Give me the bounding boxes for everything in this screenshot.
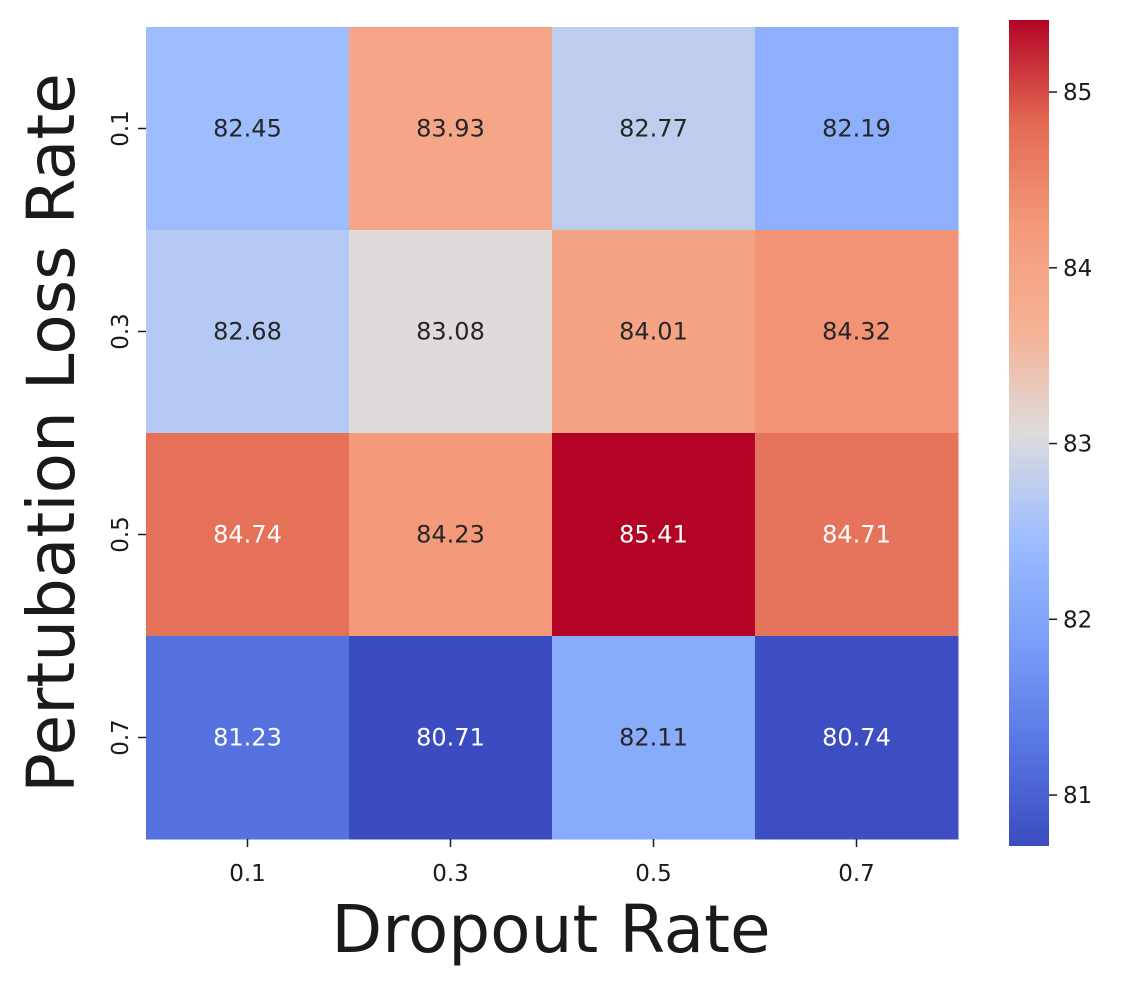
heatmap-cell xyxy=(349,27,553,231)
colorbar-ticks: 81 82 83 84 85 xyxy=(1049,80,1092,809)
heatmap-cell xyxy=(146,433,350,637)
cell-value-label: 85.41 xyxy=(619,521,688,549)
x-tick-label: 0.1 xyxy=(229,861,266,887)
cell-value-label: 80.71 xyxy=(416,724,485,752)
cell-value-label: 81.23 xyxy=(213,724,282,752)
cell-value-label: 84.74 xyxy=(213,521,282,549)
cell-value-label: 83.93 xyxy=(416,115,485,143)
heatmap-cell xyxy=(146,636,350,840)
x-axis-ticks: 0.1 0.3 0.5 0.7 xyxy=(229,839,875,887)
heatmap-cell xyxy=(349,433,553,637)
colorbar-tick-label: 85 xyxy=(1063,80,1092,106)
heatmap-cell xyxy=(552,27,756,231)
cell-value-label: 82.68 xyxy=(213,318,282,346)
heatmap-cell xyxy=(755,230,959,434)
colorbar-tick-label: 81 xyxy=(1063,783,1092,809)
heatmap-cell xyxy=(755,27,959,231)
y-tick-label: 0.3 xyxy=(108,313,134,350)
cell-value-label: 83.08 xyxy=(416,318,485,346)
cell-value-label: 82.77 xyxy=(619,115,688,143)
y-tick-label: 0.7 xyxy=(108,719,134,756)
y-axis-label: Pertubation Loss Rate xyxy=(13,73,90,793)
cell-value-label: 84.32 xyxy=(822,318,891,346)
cell-value-label: 80.74 xyxy=(822,724,891,752)
colorbar-tick-label: 84 xyxy=(1063,256,1092,282)
x-tick-label: 0.7 xyxy=(838,861,875,887)
cell-value-label: 82.11 xyxy=(619,724,688,752)
x-tick-label: 0.5 xyxy=(635,861,672,887)
heatmap-cell-labels: 82.45 83.93 82.77 82.19 82.68 83.08 84.01 84.32… xyxy=(213,115,891,752)
heatmap-cells xyxy=(146,27,959,840)
colorbar-tick-label: 83 xyxy=(1063,432,1092,458)
heatmap-cell xyxy=(349,230,553,434)
y-tick-label: 0.1 xyxy=(108,110,134,147)
cell-value-label: 82.45 xyxy=(213,115,282,143)
cell-value-label: 84.01 xyxy=(619,318,688,346)
heatmap-cell xyxy=(146,27,350,231)
heatmap-cell xyxy=(552,636,756,840)
cell-value-label: 82.19 xyxy=(822,115,891,143)
x-tick-label: 0.3 xyxy=(432,861,469,887)
heatmap-cell xyxy=(349,636,553,840)
heatmap-cell xyxy=(552,433,756,637)
heatmap-cell xyxy=(755,433,959,637)
y-tick-label: 0.5 xyxy=(108,516,134,553)
heatmap-cell xyxy=(552,230,756,434)
y-axis-ticks: 0.1 0.3 0.5 0.7 xyxy=(108,110,146,756)
cell-value-label: 84.23 xyxy=(416,521,485,549)
cell-value-label: 84.71 xyxy=(822,521,891,549)
colorbar-tick-label: 82 xyxy=(1063,607,1092,633)
x-axis-label: Dropout Rate xyxy=(331,891,770,968)
heatmap-cell xyxy=(755,636,959,840)
colorbar xyxy=(1009,20,1049,846)
heatmap-cell xyxy=(146,230,350,434)
